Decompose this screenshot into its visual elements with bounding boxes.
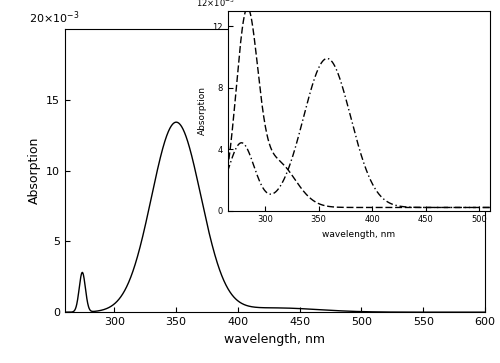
Text: $20{\times}10^{-3}$: $20{\times}10^{-3}$ [30, 9, 80, 26]
Y-axis label: Absorption: Absorption [198, 86, 206, 135]
X-axis label: wavelength, nm: wavelength, nm [224, 333, 326, 346]
Text: $12{\times}10^{-3}$: $12{\times}10^{-3}$ [196, 0, 234, 9]
Y-axis label: Absorption: Absorption [28, 137, 40, 204]
X-axis label: wavelength, nm: wavelength, nm [322, 230, 396, 239]
